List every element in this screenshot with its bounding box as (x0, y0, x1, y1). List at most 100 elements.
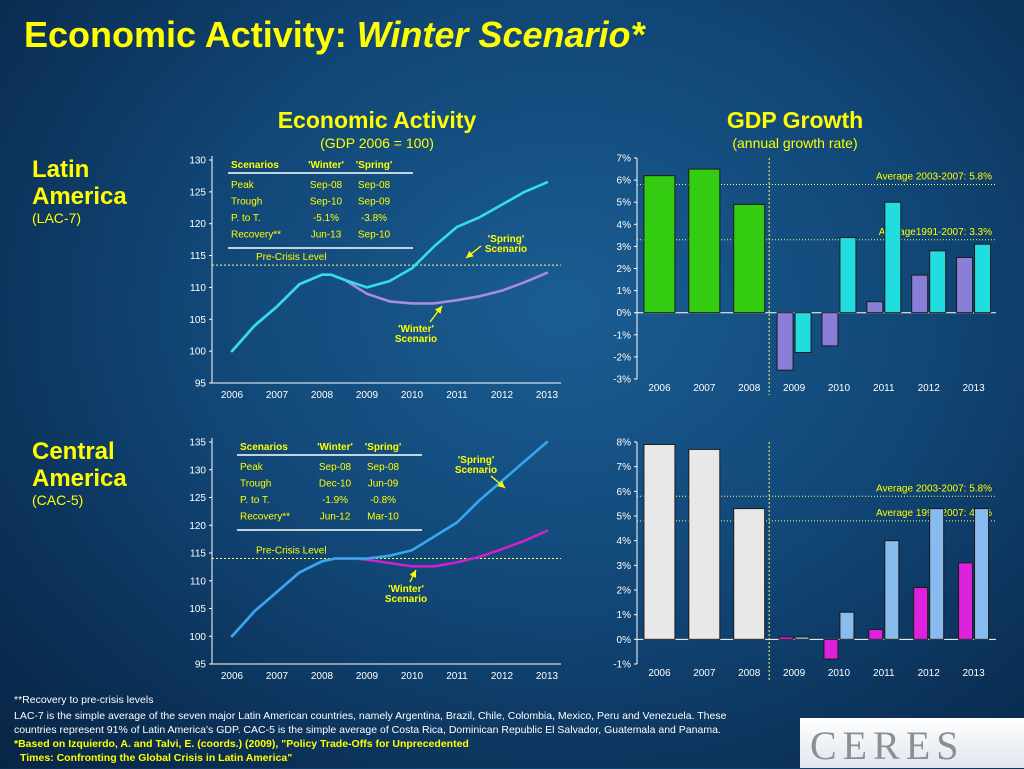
cac_gdp-y-tick-label: 5% (617, 512, 632, 523)
lac_activity-y-tick-label: 100 (189, 347, 206, 358)
cac_activity-y-tick-label: 105 (189, 604, 206, 615)
lac_activity-x-tick-label: 2010 (401, 390, 424, 401)
cac_gdp-y-tick-label: 6% (617, 487, 632, 498)
lac_gdp-x-tick-label: 2013 (962, 383, 985, 394)
cac_activity-x-tick-label: 2012 (491, 671, 514, 682)
lac_activity-table-cell: Recovery** (231, 230, 281, 241)
lac_gdp-y-tick-label: 7% (617, 154, 632, 165)
cac_activity-table-cell: Sep-08 (367, 462, 400, 473)
cac_gdp-y-tick-label: 0% (617, 635, 632, 646)
lac_activity-table-cell: Sep-10 (358, 230, 391, 241)
cac_gdp-bar-actual (733, 508, 766, 640)
cac_activity-table-cell: Dec-10 (319, 479, 352, 490)
logo-background (800, 718, 1024, 768)
cac_gdp-y-tick-label: 3% (617, 561, 632, 572)
lac_activity-table-cell: Sep-10 (310, 197, 343, 208)
cac_gdp-x-tick-label: 2008 (738, 668, 761, 679)
cac_activity-table-cell: -0.8% (370, 495, 396, 506)
slide-title-italic: Winter Scenario* (356, 14, 645, 55)
cac_gdp-bar-spring (929, 508, 945, 640)
lac_activity-table-header: Scenarios (231, 160, 279, 171)
lac_gdp-bar-spring (884, 201, 902, 314)
cac_gdp-bar-winter (958, 562, 974, 640)
lac_activity-x-tick-label: 2006 (221, 390, 244, 401)
lac_activity-y-tick-label: 120 (189, 219, 206, 230)
lac_activity-series-winter-line (230, 271, 549, 353)
lac_gdp-bar-winter (866, 301, 884, 314)
cac_activity-table-cell: Jun-09 (368, 479, 399, 490)
lac_activity-x-tick-label: 2007 (266, 390, 289, 401)
cac_activity-x-tick-label: 2010 (401, 671, 424, 682)
lac_gdp-reference-label: Average1991-2007: 3.3% (879, 227, 992, 238)
cac_activity-table-header: Scenarios (240, 442, 288, 453)
footnote-source-1: *Based on Izquierdo, A. and Talvi, E. (c… (14, 738, 469, 750)
lac_gdp-bar-winter (956, 256, 974, 314)
lac_activity-y-tick-label: 115 (190, 251, 206, 262)
lac_gdp-bar-spring (839, 237, 857, 314)
lac_activity-series-spring-line (230, 181, 549, 353)
cac_activity-x-tick-label: 2011 (446, 671, 468, 682)
lac_activity-table-cell: Sep-08 (358, 180, 391, 191)
lac_gdp-y-tick-label: 3% (617, 242, 632, 253)
lac_activity-annotation-arrowhead (435, 306, 442, 314)
cac_gdp-x-tick-label: 2007 (693, 668, 716, 679)
lac_gdp-x-tick-label: 2007 (693, 383, 716, 394)
region-lac-name: Latin America (32, 156, 127, 210)
cac_gdp-bar-spring (839, 611, 855, 640)
lac_gdp-bar-actual (643, 175, 676, 314)
cac_gdp-y-tick-label: -1% (613, 660, 631, 671)
footnote-recovery: **Recovery to pre-crisis levels (14, 694, 154, 706)
slide-title-main: Economic Activity: (24, 14, 347, 55)
lac_gdp-y-tick-label: 6% (617, 176, 632, 187)
lac_gdp-y-tick-label: 4% (617, 220, 632, 231)
cac_activity-table-cell: Jun-12 (320, 512, 351, 523)
lac_gdp-y-tick-label: 1% (617, 286, 632, 297)
lac_activity-table-cell: Sep-09 (358, 197, 391, 208)
activity-header-subtitle: (GDP 2006 = 100) (320, 135, 434, 151)
cac_activity-table-cell: Mar-10 (367, 512, 399, 523)
lac_activity-annotation-arrowhead (466, 250, 474, 258)
lac_gdp-y-tick-label: -3% (613, 375, 631, 386)
cac_gdp-y-tick-label: 1% (617, 610, 632, 621)
lac_gdp-bar-winter (776, 312, 794, 371)
cac_activity-y-tick-label: 130 (189, 465, 206, 476)
cac_activity-winter-annotation: Scenario (385, 594, 427, 605)
lac_gdp-reference-label: Average 2003-2007: 5.8% (876, 172, 992, 183)
lac_activity-x-tick-label: 2013 (536, 390, 559, 401)
cac_activity-x-tick-label: 2013 (536, 671, 559, 682)
cac_activity-series-spring-line (230, 440, 549, 638)
cac_activity-precrisis-label: Pre-Crisis Level (256, 546, 327, 557)
lac_activity-winter-annotation: Scenario (395, 334, 437, 345)
lac_activity-table-cell: -3.8% (361, 213, 387, 224)
lac_gdp-bar-spring (929, 250, 947, 314)
lac_activity-spring-annotation: Scenario (485, 244, 527, 255)
cac_gdp-bar-winter (823, 638, 839, 660)
cac_gdp-y-tick-label: 2% (617, 586, 632, 597)
region-cac-code: (CAC-5) (32, 492, 84, 508)
lac_gdp-bar-winter (821, 312, 839, 347)
cac_activity-y-tick-label: 125 (189, 493, 206, 504)
lac_gdp-bar-spring (794, 312, 812, 353)
lac_gdp-y-tick-label: -2% (613, 352, 631, 363)
footnote-cac-def: countries represent 91% of Latin America… (14, 724, 721, 736)
lac_activity-x-tick-label: 2012 (491, 390, 514, 401)
lac_activity-y-tick-label: 110 (190, 283, 206, 294)
cac_activity-winter-annotation: 'Winter' (388, 584, 424, 595)
cac_activity-table-cell: Sep-08 (319, 462, 352, 473)
cac_gdp-x-tick-label: 2006 (648, 668, 671, 679)
cac_activity-y-tick-label: 135 (189, 438, 206, 449)
cac_gdp-bar-spring (974, 508, 990, 640)
cac_activity-x-tick-label: 2008 (311, 671, 334, 682)
region-cac-name: Central America (32, 438, 127, 492)
cac_gdp-bar-winter (913, 587, 929, 640)
lac_gdp-x-tick-label: 2006 (648, 383, 671, 394)
lac_gdp-y-tick-label: 2% (617, 264, 632, 275)
lac_gdp-x-tick-label: 2009 (783, 383, 806, 394)
cac_activity-table-cell: Peak (240, 462, 264, 473)
region-lac-code: (LAC-7) (32, 210, 82, 226)
cac_gdp-x-tick-label: 2010 (828, 668, 851, 679)
lac_activity-table-cell: Sep-08 (310, 180, 343, 191)
lac_activity-table-cell: Trough (231, 197, 262, 208)
cac_activity-table-cell: Recovery** (240, 512, 290, 523)
